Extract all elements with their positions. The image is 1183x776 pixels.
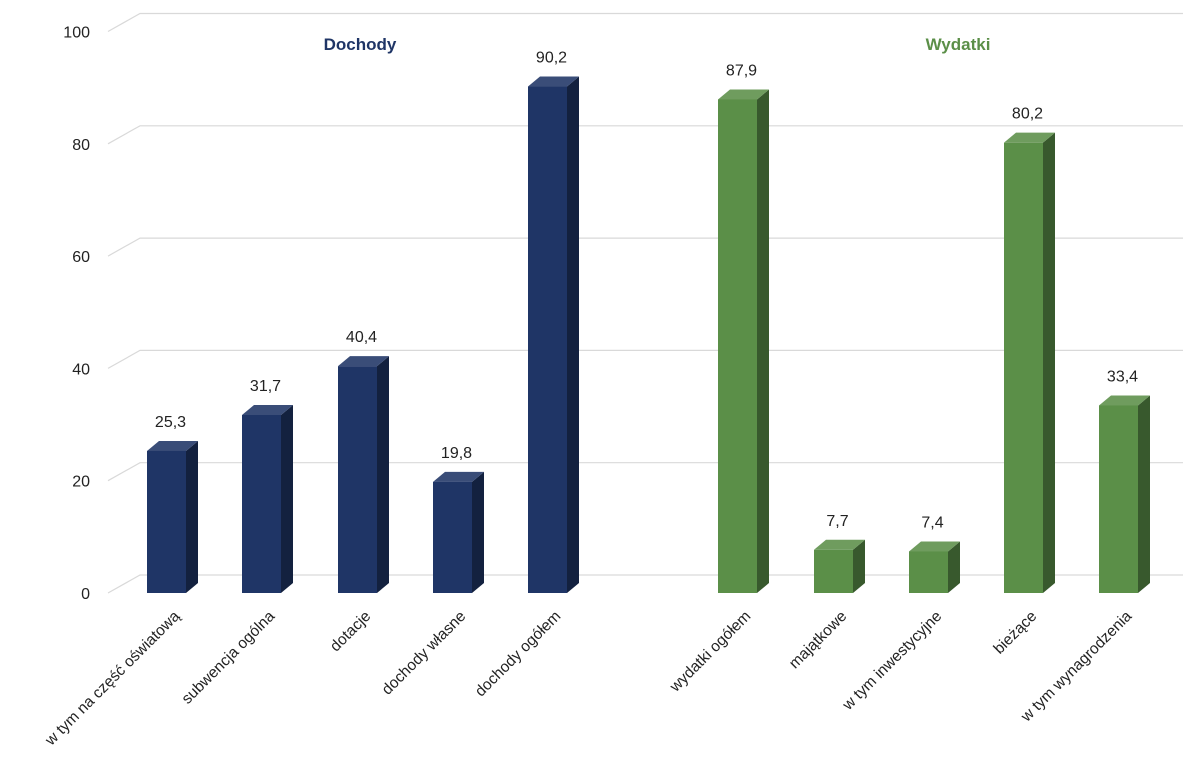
data-label: 33,4	[1107, 368, 1138, 385]
y-tick-label: 60	[72, 249, 90, 266]
gridline	[107, 12, 1183, 33]
data-label: 19,8	[441, 445, 472, 462]
x-tick-label: dotacje	[327, 608, 374, 655]
x-tick-label: w tym inwestycyjne	[839, 608, 946, 715]
bar-front	[814, 549, 853, 593]
bar-top	[433, 471, 484, 482]
bar-side	[472, 471, 484, 593]
y-tick-label: 0	[81, 586, 90, 603]
bar-top	[718, 89, 769, 100]
bar-top	[147, 440, 198, 451]
data-label: 90,2	[536, 50, 567, 67]
bar-side	[1138, 395, 1150, 593]
bar-wydatki-3	[1004, 132, 1055, 593]
x-tick-label: bieżące	[991, 608, 1041, 658]
bar-side	[757, 89, 769, 593]
bar-wydatki-0	[718, 89, 769, 593]
y-tick-label: 20	[72, 474, 90, 491]
gridline	[107, 462, 1183, 482]
bar-side	[567, 76, 579, 594]
bar-wydatki-1	[814, 539, 865, 593]
bar-front	[338, 366, 377, 593]
data-label: 31,7	[250, 378, 281, 395]
bar-dochody-4	[528, 76, 579, 594]
bar-top	[242, 405, 293, 416]
bar-dochody-3	[433, 471, 484, 593]
bar-front	[718, 99, 757, 593]
y-axis: 0 20 40 60 80 100	[63, 25, 90, 604]
gridline	[107, 125, 1183, 145]
data-label: 7,7	[826, 513, 848, 530]
bar-front	[242, 415, 281, 593]
bar-side	[1043, 132, 1055, 593]
group-title-wydatki: Wydatki	[926, 35, 991, 54]
bar-side	[186, 440, 198, 593]
x-tick-label: subwencja ogólna	[179, 608, 279, 708]
y-tick-label: 100	[63, 25, 90, 42]
bar-front	[1004, 142, 1043, 593]
bar-side	[948, 541, 960, 593]
bar-side	[853, 539, 865, 593]
data-label: 25,3	[155, 414, 186, 431]
bar-front	[909, 551, 948, 593]
bar-side	[377, 356, 389, 593]
x-tick-label: w tym na część oświatową	[41, 608, 183, 750]
x-tick-label: dochody własne	[379, 608, 470, 699]
bar-top	[528, 76, 579, 87]
bar-top	[338, 356, 389, 367]
bar-side	[281, 405, 293, 593]
bar-wydatki-2	[909, 541, 960, 593]
data-label: 7,4	[921, 514, 943, 531]
y-tick-label: 80	[72, 137, 90, 154]
bar-front	[1099, 405, 1138, 593]
bar-dochody-1	[242, 405, 293, 593]
data-labels: 25,3 31,7 40,4 19,8 90,2 87,9 7,7 7,4 80,2 33,4	[155, 50, 1138, 532]
bar-wydatki-4	[1099, 395, 1150, 593]
bar-front	[528, 86, 567, 593]
x-tick-label: majątkowe	[786, 608, 850, 672]
data-label: 80,2	[1012, 106, 1043, 123]
x-tick-label: dochody ogółem	[472, 608, 564, 700]
bar-top	[814, 539, 865, 550]
bars	[147, 76, 1150, 594]
gridline	[107, 237, 1183, 257]
group-title-dochody: Dochody	[324, 35, 397, 54]
data-label: 87,9	[726, 62, 757, 79]
data-label: 40,4	[346, 329, 377, 346]
bar-dochody-0	[147, 440, 198, 593]
y-tick-label: 40	[72, 361, 90, 378]
bar-front	[433, 481, 472, 593]
bar-top	[1099, 395, 1150, 406]
x-tick-label: w tym wynagrodzenia	[1017, 608, 1135, 726]
bar-top	[909, 541, 960, 552]
bar-front	[147, 450, 186, 593]
bar-top	[1004, 132, 1055, 143]
bar-dochody-2	[338, 356, 389, 593]
x-tick-label: wydatki ogółem	[666, 608, 754, 696]
gridline	[107, 349, 1183, 369]
